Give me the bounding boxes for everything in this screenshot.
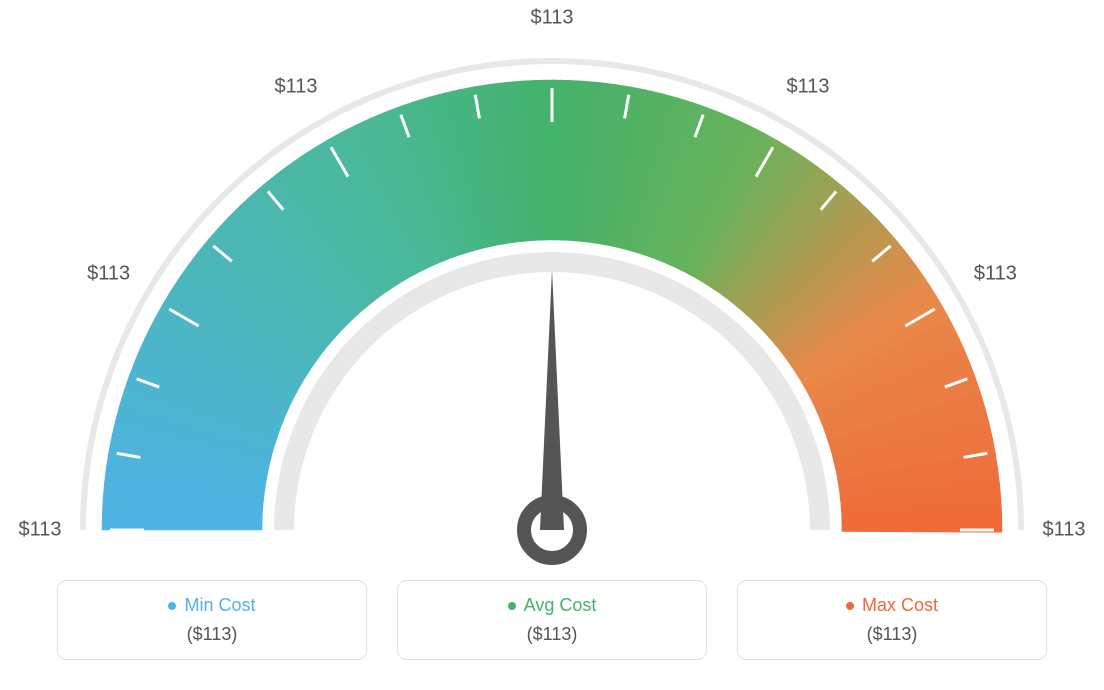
legend-value: ($113)	[187, 624, 238, 645]
legend-box-2: Max Cost ($113)	[737, 580, 1047, 660]
legend-dot	[168, 602, 176, 610]
legend-label: Max Cost	[862, 595, 938, 616]
gauge-tick-label: $113	[786, 75, 829, 98]
legend-box-1: Avg Cost ($113)	[397, 580, 707, 660]
legend-label: Min Cost	[184, 595, 255, 616]
legend-label: Avg Cost	[524, 595, 597, 616]
legend-label-row: Avg Cost	[508, 595, 597, 616]
gauge-tick-label: $113	[18, 519, 61, 542]
legend-row: Min Cost ($113) Avg Cost ($113) Max Cost ($11…	[0, 580, 1104, 660]
gauge-tick-label: $113	[974, 263, 1017, 286]
legend-dot	[846, 602, 854, 610]
gauge-tick-label: $113	[1042, 519, 1085, 542]
legend-value: ($113)	[867, 624, 918, 645]
legend-box-0: Min Cost ($113)	[57, 580, 367, 660]
legend-dot	[508, 602, 516, 610]
gauge-tick-label: $113	[274, 75, 317, 98]
legend-label-row: Min Cost	[168, 595, 255, 616]
legend-label-row: Max Cost	[846, 595, 938, 616]
gauge-area: $113$113$113$113$113$113$113	[0, 20, 1104, 580]
gauge-tick-label: $113	[87, 263, 130, 286]
legend-value: ($113)	[527, 624, 578, 645]
gauge-tick-label: $113	[530, 7, 573, 30]
gauge-chart-container: $113 $113 $113 $113 $113 $113 $113 Min Cost ($1…	[0, 0, 1104, 690]
gauge-svg	[0, 20, 1104, 580]
